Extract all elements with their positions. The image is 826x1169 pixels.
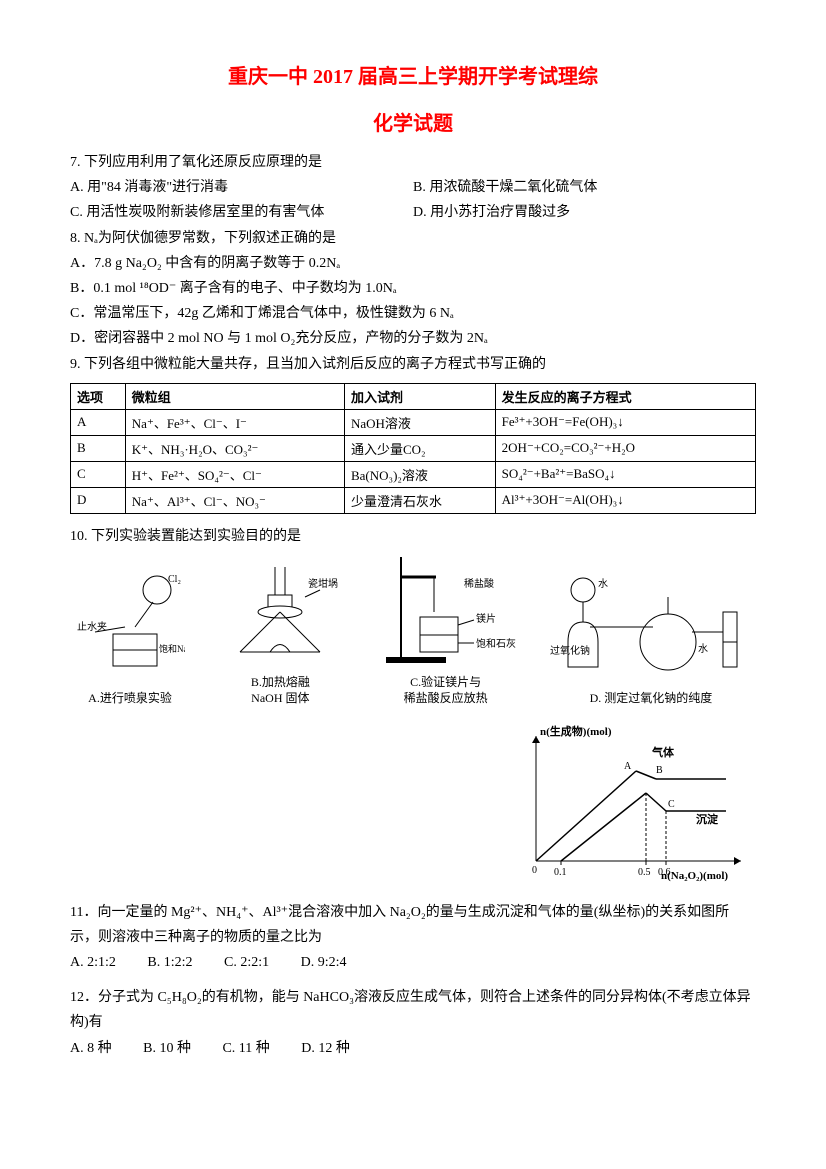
cell: Fe³⁺+3OH⁻=Fe(OH)₃↓ <box>495 409 755 435</box>
table-row: B K⁺、NH₃·H₂O、CO₃²⁻ 通入少量CO₂ 2OH⁻+CO₂=CO₃²… <box>71 435 756 461</box>
q8-option-b: B．0.1 mol ¹⁸OD⁻ 离子含有的电子、中子数均为 1.0Nₐ <box>70 276 756 301</box>
col-particles: 微粒组 <box>125 383 344 409</box>
sub-title: 化学试题 <box>70 107 756 136</box>
label: 止水夹 <box>77 620 107 633</box>
fig-caption: B.加热熔融 NaOH 固体 <box>215 675 345 706</box>
label: 饱和石灰水 <box>476 637 516 650</box>
cell: NaOH溶液 <box>344 409 495 435</box>
q11-option-c: C. 2:2:1 <box>224 955 269 970</box>
q10-stem: 10. 下列实验装置能达到实验目的的是 <box>70 524 756 549</box>
q11-graph: n(生成物)(mol) n(Na₂O₂)(mol) 0 0.1 0.5 0.6 … <box>496 721 756 891</box>
fig-caption: A.进行喷泉实验 <box>70 691 190 707</box>
q12-options: A. 8 种 B. 10 种 C. 11 种 D. 12 种 <box>70 1036 756 1061</box>
series-label-precip: 沉淀 <box>696 812 719 826</box>
x-tick: 0 <box>532 865 537 876</box>
fig-caption: D. 测定过氧化钠的纯度 <box>546 691 756 707</box>
cell: D <box>71 487 126 513</box>
q11-option-b: B. 1:2:2 <box>147 955 192 970</box>
q10-fig-a: Cl₂ 止水夹 饱和NaCl溶液 A.进行喷泉实验 <box>70 572 190 706</box>
q7-stem: 7. 下列应用利用了氧化还原反应原理的是 <box>70 150 756 175</box>
q10-figure-row: Cl₂ 止水夹 饱和NaCl溶液 A.进行喷泉实验 瓷坩埚 <box>70 557 756 707</box>
table-header-row: 选项 微粒组 加入试剂 发生反应的离子方程式 <box>71 383 756 409</box>
apparatus-d-icon: 水 过氧化钠 水 <box>548 572 753 682</box>
label: 镁片 <box>476 612 496 625</box>
q8-option-c: C．常温常压下，42g 乙烯和丁烯混合气体中，极性键数为 6 Nₐ <box>70 301 756 326</box>
x-tick: 0.6 <box>658 867 671 878</box>
q11-stem: 11．向一定量的 Mg²⁺、NH₄⁺、Al³⁺混合溶液中加入 Na₂O₂的量与生… <box>70 900 756 950</box>
x-tick: 0.1 <box>554 867 567 878</box>
col-equation: 发生反应的离子方程式 <box>495 383 755 409</box>
q9-table: 选项 微粒组 加入试剂 发生反应的离子方程式 A Na⁺、Fe³⁺、Cl⁻、I⁻… <box>70 383 756 514</box>
q12-option-c: C. 11 种 <box>222 1041 269 1056</box>
cell: H⁺、Fe²⁺、SO₄²⁻、Cl⁻ <box>125 461 344 487</box>
cell: B <box>71 435 126 461</box>
q8-option-d: D．密闭容器中 2 mol NO 与 1 mol O₂充分反应，产物的分子数为 … <box>70 326 756 351</box>
q12-stem: 12．分子式为 C₅H₈O₂的有机物，能与 NaHCO₃溶液反应生成气体，则符合… <box>70 985 756 1035</box>
cell: Na⁺、Fe³⁺、Cl⁻、I⁻ <box>125 409 344 435</box>
apparatus-b-icon: 瓷坩埚 <box>220 557 340 667</box>
q7-option-c: C. 用活性炭吸附新装修居室里的有害气体 <box>70 200 413 225</box>
apparatus-c-icon: 稀盐酸 镁片 饱和石灰水 <box>376 557 516 667</box>
q10-fig-b: 瓷坩埚 B.加热熔融 NaOH 固体 <box>215 557 345 707</box>
q10-fig-c: 稀盐酸 镁片 饱和石灰水 C.验证镁片与 稀盐酸反应放热 <box>371 557 521 707</box>
label: 瓷坩埚 <box>308 577 338 590</box>
cell: 少量澄清石灰水 <box>344 487 495 513</box>
apparatus-a-icon: Cl₂ 止水夹 饱和NaCl溶液 <box>75 572 185 682</box>
label: 过氧化钠 <box>550 644 590 657</box>
cell: Ba(NO₃)₂溶液 <box>344 461 495 487</box>
q11-option-d: D. 9:2:4 <box>301 955 347 970</box>
q12-option-a: A. 8 种 <box>70 1041 112 1056</box>
cell: C <box>71 461 126 487</box>
cell: SO₄²⁻+Ba²⁺=BaSO₄↓ <box>495 461 755 487</box>
q11-graph-wrap: n(生成物)(mol) n(Na₂O₂)(mol) 0 0.1 0.5 0.6 … <box>70 721 756 896</box>
table-row: A Na⁺、Fe³⁺、Cl⁻、I⁻ NaOH溶液 Fe³⁺+3OH⁻=Fe(OH… <box>71 409 756 435</box>
q8-option-a: A．7.8 g Na₂O₂ 中含有的阴离子数等于 0.2Nₐ <box>70 251 756 276</box>
q11-option-a: A. 2:1:2 <box>70 955 116 970</box>
point-a: A <box>624 761 632 772</box>
label: 水 <box>598 578 608 590</box>
point-b: B <box>656 765 663 776</box>
point-c: C <box>668 799 675 810</box>
series-label-gas: 气体 <box>651 745 675 759</box>
cell: Na⁺、Al³⁺、Cl⁻、NO₃⁻ <box>125 487 344 513</box>
label: 稀盐酸 <box>464 577 494 590</box>
q7-option-a: A. 用"84 消毒液"进行消毒 <box>70 175 413 200</box>
label: 饱和NaCl溶液 <box>159 643 185 654</box>
col-reagent: 加入试剂 <box>344 383 495 409</box>
cell: Al³⁺+3OH⁻=Al(OH)₃↓ <box>495 487 755 513</box>
q7-option-d: D. 用小苏打治疗胃酸过多 <box>413 200 756 225</box>
q9-stem: 9. 下列各组中微粒能大量共存，且当加入试剂后反应的离子方程式书写正确的 <box>70 352 756 377</box>
main-title: 重庆一中 2017 届高三上学期开学考试理综 <box>70 60 756 89</box>
q12-option-b: B. 10 种 <box>143 1041 191 1056</box>
x-axis-label: n(Na₂O₂)(mol) <box>661 870 728 882</box>
q10-fig-d: 水 过氧化钠 水 D. 测定过氧化钠的纯度 <box>546 572 756 706</box>
label: 水 <box>698 643 708 655</box>
cell: K⁺、NH₃·H₂O、CO₃²⁻ <box>125 435 344 461</box>
cell: 2OH⁻+CO₂=CO₃²⁻+H₂O <box>495 435 755 461</box>
table-row: D Na⁺、Al³⁺、Cl⁻、NO₃⁻ 少量澄清石灰水 Al³⁺+3OH⁻=Al… <box>71 487 756 513</box>
cell: 通入少量CO₂ <box>344 435 495 461</box>
q12-option-d: D. 12 种 <box>301 1041 350 1056</box>
table-row: C H⁺、Fe²⁺、SO₄²⁻、Cl⁻ Ba(NO₃)₂溶液 SO₄²⁻+Ba²… <box>71 461 756 487</box>
q7-option-b: B. 用浓硫酸干燥二氧化硫气体 <box>413 175 756 200</box>
fig-caption: C.验证镁片与 稀盐酸反应放热 <box>371 675 521 706</box>
q11-options: A. 2:1:2 B. 1:2:2 C. 2:2:1 D. 9:2:4 <box>70 950 756 975</box>
q8-stem: 8. Nₐ为阿伏伽德罗常数，下列叙述正确的是 <box>70 226 756 251</box>
col-option: 选项 <box>71 383 126 409</box>
x-tick: 0.5 <box>638 867 651 878</box>
cell: A <box>71 409 126 435</box>
y-axis-label: n(生成物)(mol) <box>540 724 612 738</box>
label: Cl₂ <box>168 574 181 585</box>
